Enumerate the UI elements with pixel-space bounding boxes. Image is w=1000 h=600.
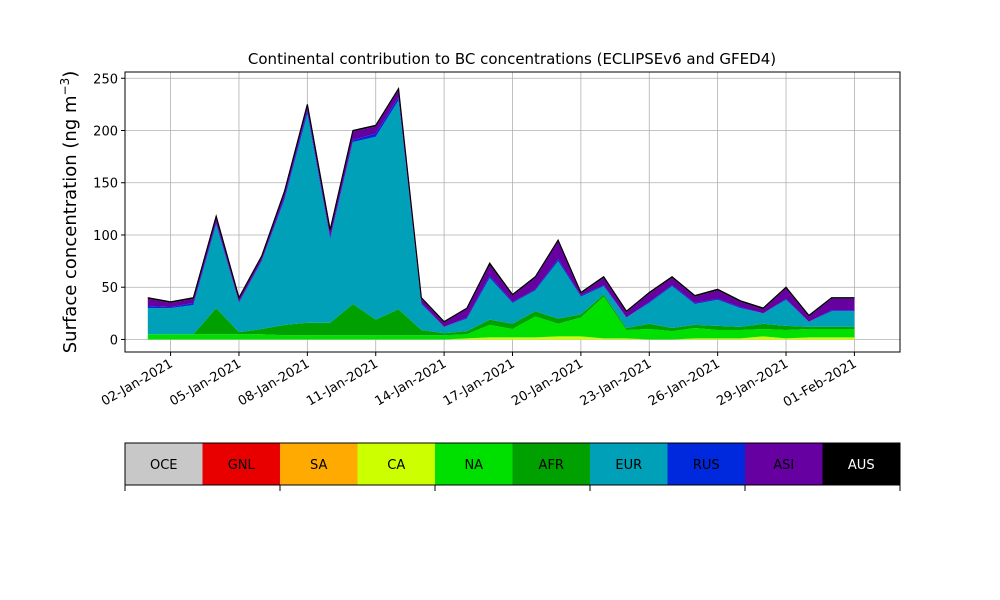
legend-swatch-asi: [745, 443, 823, 485]
chart-title: Continental contribution to BC concentra…: [248, 50, 776, 68]
legend-swatch-aus: [822, 443, 900, 485]
y-tick-label: 50: [101, 281, 118, 296]
y-axis-label: Surface concentration (ng m−3): [58, 71, 81, 354]
legend-label-na: NA: [464, 458, 483, 473]
area-na: [147, 296, 855, 340]
total-outline: [147, 86, 855, 323]
area-eur: [147, 100, 855, 335]
legend-swatch-ca: [357, 443, 435, 485]
legend-swatch-na: [435, 443, 513, 485]
legend-label-asi: ASI: [773, 458, 794, 473]
y-tick-label: 100: [93, 229, 118, 244]
legend-swatch-rus: [667, 443, 745, 485]
legend-label-aus: AUS: [848, 458, 875, 473]
legend-label-sa: SA: [310, 458, 327, 473]
legend-label-rus: RUS: [693, 458, 720, 473]
y-tick-label: 0: [110, 333, 118, 348]
legend-label-oce: OCE: [150, 458, 178, 473]
legend-label-eur: EUR: [615, 458, 642, 473]
legend-swatch-gnl: [202, 443, 280, 485]
legend-border: [124, 442, 901, 486]
legend-label-ca: CA: [387, 458, 405, 473]
legend-colorbar: OCE GNL SA CA NA AFR EUR RUS ASI AUS: [124, 442, 901, 491]
legend-swatch-sa: [280, 443, 358, 485]
legend-swatch-oce: [125, 443, 203, 485]
y-tick-label: 250: [93, 72, 118, 87]
y-tick-label: 200: [93, 125, 118, 140]
legend-label-afr: AFR: [539, 458, 564, 473]
y-tick-label: 150: [93, 177, 118, 192]
stacked-areas: [147, 86, 855, 340]
legend-swatch-afr: [512, 443, 590, 485]
legend-label-gnl: GNL: [228, 458, 256, 473]
area-ca: [147, 336, 855, 340]
area-afr: [147, 294, 855, 336]
legend-swatch-eur: [590, 443, 668, 485]
